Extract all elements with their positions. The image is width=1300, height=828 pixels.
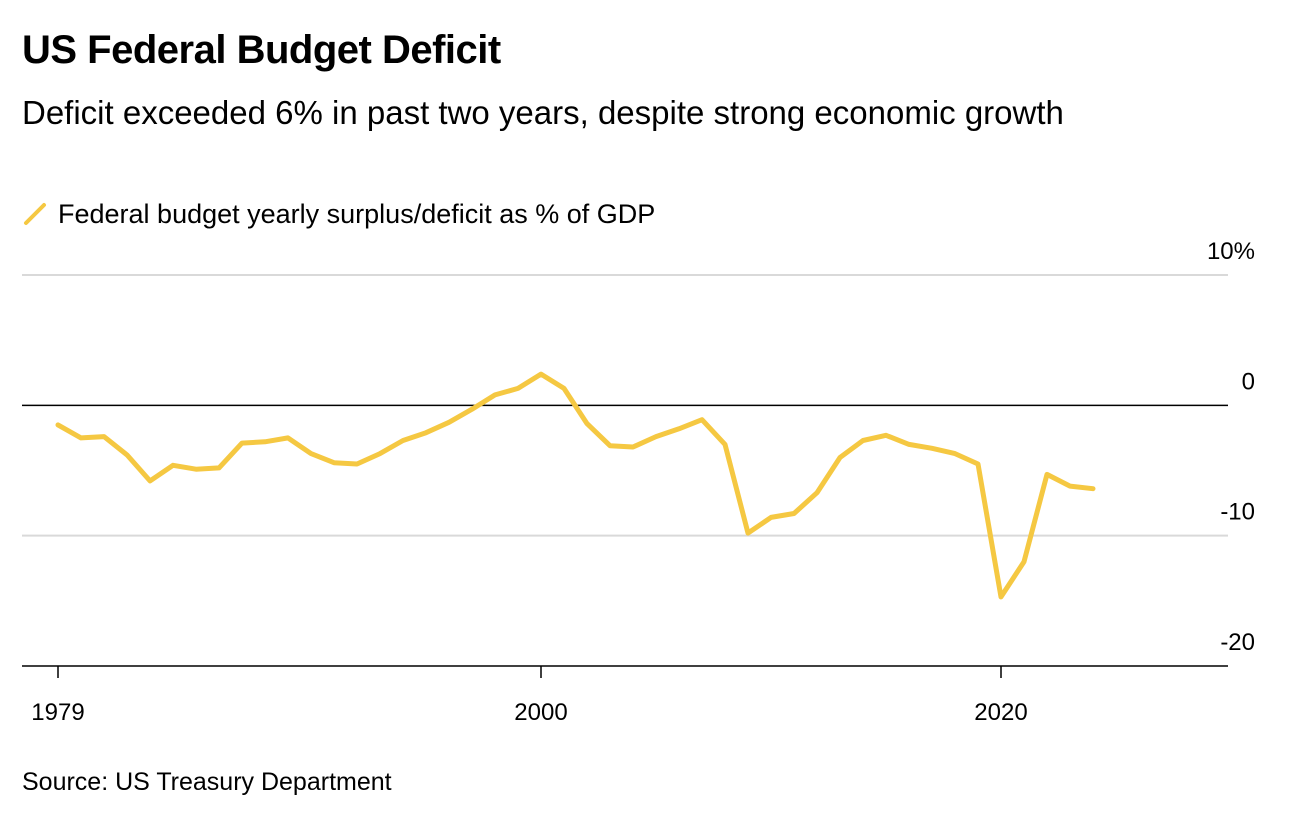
y-tick-label: 0 bbox=[1242, 368, 1255, 395]
y-axis-ticks: 10% 0 -10 -20 bbox=[1207, 238, 1255, 656]
chart-subtitle: Deficit exceeded 6% in past two years, d… bbox=[22, 94, 1064, 131]
series-line-deficit bbox=[55, 371, 1096, 600]
grid-lines bbox=[22, 274, 1228, 667]
x-tick-label: 2020 bbox=[974, 699, 1027, 726]
legend-line-icon bbox=[24, 203, 46, 225]
x-axis-ticks: 1979 2000 2020 bbox=[31, 666, 1028, 726]
legend: Federal budget yearly surplus/deficit as… bbox=[22, 197, 655, 231]
series-points bbox=[57, 373, 1094, 598]
source-note: Source: US Treasury Department bbox=[22, 768, 392, 796]
legend-label: Federal budget yearly surplus/deficit as… bbox=[58, 198, 656, 229]
chart-title: US Federal Budget Deficit bbox=[22, 28, 501, 72]
x-tick-label: 1979 bbox=[31, 699, 84, 726]
y-tick-label: -10 bbox=[1220, 499, 1255, 526]
y-tick-label: 10% bbox=[1207, 238, 1255, 265]
x-tick-label: 2000 bbox=[514, 699, 567, 726]
y-tick-label: -20 bbox=[1220, 629, 1255, 656]
